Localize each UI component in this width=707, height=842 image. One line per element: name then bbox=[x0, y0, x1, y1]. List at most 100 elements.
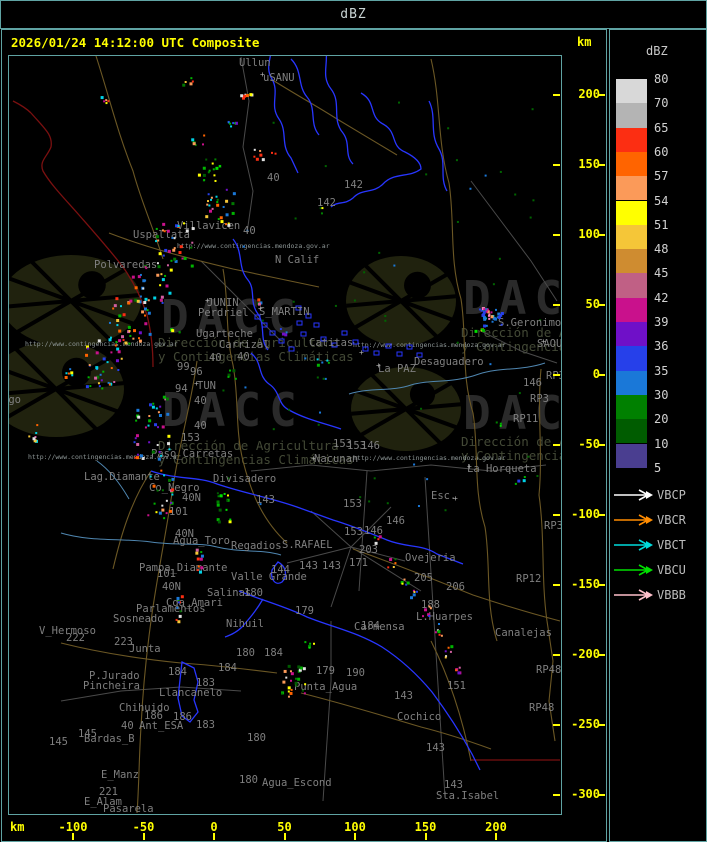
radar-echo-pixel bbox=[179, 245, 183, 249]
river-line bbox=[250, 352, 342, 430]
radar-echo-pixel bbox=[287, 690, 290, 693]
radar-echo-pixel bbox=[219, 216, 223, 220]
radar-echo-pixel bbox=[522, 479, 526, 483]
station-marker-icon: + bbox=[194, 379, 199, 388]
map-place-label: RP12 bbox=[516, 573, 541, 585]
radar-echo-pixel bbox=[261, 158, 265, 162]
radar-echo-pixel bbox=[208, 169, 211, 172]
radar-echo-pixel bbox=[64, 376, 68, 380]
radar-echo-pixel bbox=[96, 375, 100, 379]
right-axis-tick-label: 0 bbox=[592, 367, 600, 381]
radar-echo-pixel bbox=[245, 94, 249, 98]
radar-echo-pixel bbox=[163, 230, 166, 233]
bottom-axis-tick-label: 50 bbox=[277, 820, 292, 834]
radar-echo-pixel bbox=[287, 664, 291, 668]
radar-echo-pixel bbox=[143, 300, 147, 304]
radar-echo-pixel bbox=[160, 454, 163, 457]
map-border-tick bbox=[553, 444, 560, 446]
radar-echo-pixel bbox=[86, 347, 89, 350]
map-place-label: 184 bbox=[218, 662, 237, 674]
radar-echo-pixel bbox=[415, 590, 418, 593]
map-place-label: 143 bbox=[394, 690, 413, 702]
station-marker-icon: + bbox=[541, 337, 546, 346]
clutter-speck bbox=[498, 257, 501, 260]
radar-echo-pixel bbox=[108, 321, 111, 324]
map-place-label: 205 bbox=[414, 572, 433, 584]
map-place-label: La PAZ bbox=[378, 363, 416, 375]
radar-echo-pixel bbox=[488, 313, 491, 316]
right-axis-tick-label: 100 bbox=[578, 227, 600, 241]
dbz-scale-label: 48 bbox=[654, 242, 669, 257]
radar-echo-pixel bbox=[424, 608, 428, 612]
dbz-scale-label: 51 bbox=[654, 217, 669, 232]
radar-echo-pixel bbox=[89, 385, 92, 388]
clutter-speck bbox=[384, 315, 387, 318]
radar-echo-pixel bbox=[99, 373, 102, 376]
radar-echo-pixel bbox=[308, 646, 311, 649]
radar-echo-pixel bbox=[175, 224, 179, 228]
clutter-speck bbox=[242, 245, 245, 248]
dbz-scale-block bbox=[616, 443, 647, 468]
dacc-logo-icon bbox=[404, 271, 431, 299]
dacc-logo-icon bbox=[6, 339, 106, 439]
river-line bbox=[238, 590, 481, 771]
radar-echo-pixel bbox=[144, 279, 147, 282]
radar-echo-pixel bbox=[412, 593, 416, 597]
watermark-line2: y Contingencias Climáticas bbox=[158, 452, 354, 467]
radar-echo-pixel bbox=[377, 538, 380, 541]
clutter-speck bbox=[413, 463, 416, 466]
map-place-label: Co_Negro bbox=[149, 482, 200, 494]
radar-echo-pixel bbox=[195, 551, 199, 555]
radar-echo-pixel bbox=[500, 323, 503, 326]
map-place-label: 145 bbox=[49, 736, 68, 748]
radar-echo-pixel bbox=[274, 152, 277, 155]
radar-echo-pixel bbox=[161, 229, 164, 232]
dbz-scale-block bbox=[616, 249, 647, 274]
radar-echo-pixel bbox=[450, 645, 454, 649]
dbz-scale-block bbox=[616, 370, 647, 395]
clutter-speck bbox=[426, 478, 429, 481]
radar-echo-pixel bbox=[154, 423, 158, 427]
watermark-url: http://www.contingencias.mendoza.gov.ar bbox=[177, 242, 330, 250]
radar-echo-pixel bbox=[294, 681, 298, 685]
station-marker-icon: + bbox=[453, 494, 458, 503]
radar-panel: 2026/01/24 14:12:00 UTC Composite km DAC… bbox=[0, 29, 657, 842]
radar-echo-pixel bbox=[194, 144, 197, 147]
dbz-scale-label: 30 bbox=[654, 387, 669, 402]
radar-echo-pixel bbox=[249, 93, 253, 97]
radar-echo-pixel bbox=[457, 671, 461, 675]
clutter-speck bbox=[536, 474, 539, 477]
clutter-speck bbox=[261, 319, 264, 322]
radar-echo-pixel bbox=[161, 425, 165, 429]
radar-echo-pixel bbox=[412, 589, 415, 592]
clutter-speck bbox=[425, 173, 428, 176]
map-place-label: Divisadero bbox=[213, 473, 276, 485]
radar-echo-pixel bbox=[326, 359, 329, 362]
radar-echo-pixel bbox=[165, 397, 169, 401]
map-place-label: 153 bbox=[344, 526, 363, 538]
radar-echo-pixel bbox=[128, 342, 131, 345]
map-place-label: SAOU bbox=[537, 338, 561, 350]
dbz-scale-block bbox=[616, 419, 647, 444]
map-place-label: RP48 bbox=[536, 664, 561, 676]
map-place-label: 188 bbox=[421, 599, 440, 611]
radar-echo-pixel bbox=[301, 689, 304, 692]
radar-echo-pixel bbox=[155, 240, 158, 243]
radar-echo-pixel bbox=[164, 274, 167, 277]
dacc-logo-icon bbox=[78, 271, 106, 299]
radar-echo-pixel bbox=[94, 376, 98, 380]
map-place-label: Sta.Isabel bbox=[436, 790, 499, 802]
dbz-scale-block bbox=[616, 346, 647, 371]
radar-echo-pixel bbox=[97, 382, 100, 385]
radar-echo-pixel bbox=[287, 695, 290, 698]
radar-echo-pixel bbox=[253, 148, 256, 151]
radar-echo-pixel bbox=[35, 431, 38, 434]
clutter-speck bbox=[489, 363, 492, 366]
map-boundary-line bbox=[200, 260, 282, 342]
map-place-label: E_Manz bbox=[101, 769, 139, 781]
radar-echo-pixel bbox=[295, 677, 298, 680]
bottom-axis-tick bbox=[283, 833, 286, 840]
radar-echo-pixel bbox=[100, 96, 104, 100]
radar-echo-pixel bbox=[283, 669, 287, 673]
dbz-scale-label: 65 bbox=[654, 120, 669, 135]
